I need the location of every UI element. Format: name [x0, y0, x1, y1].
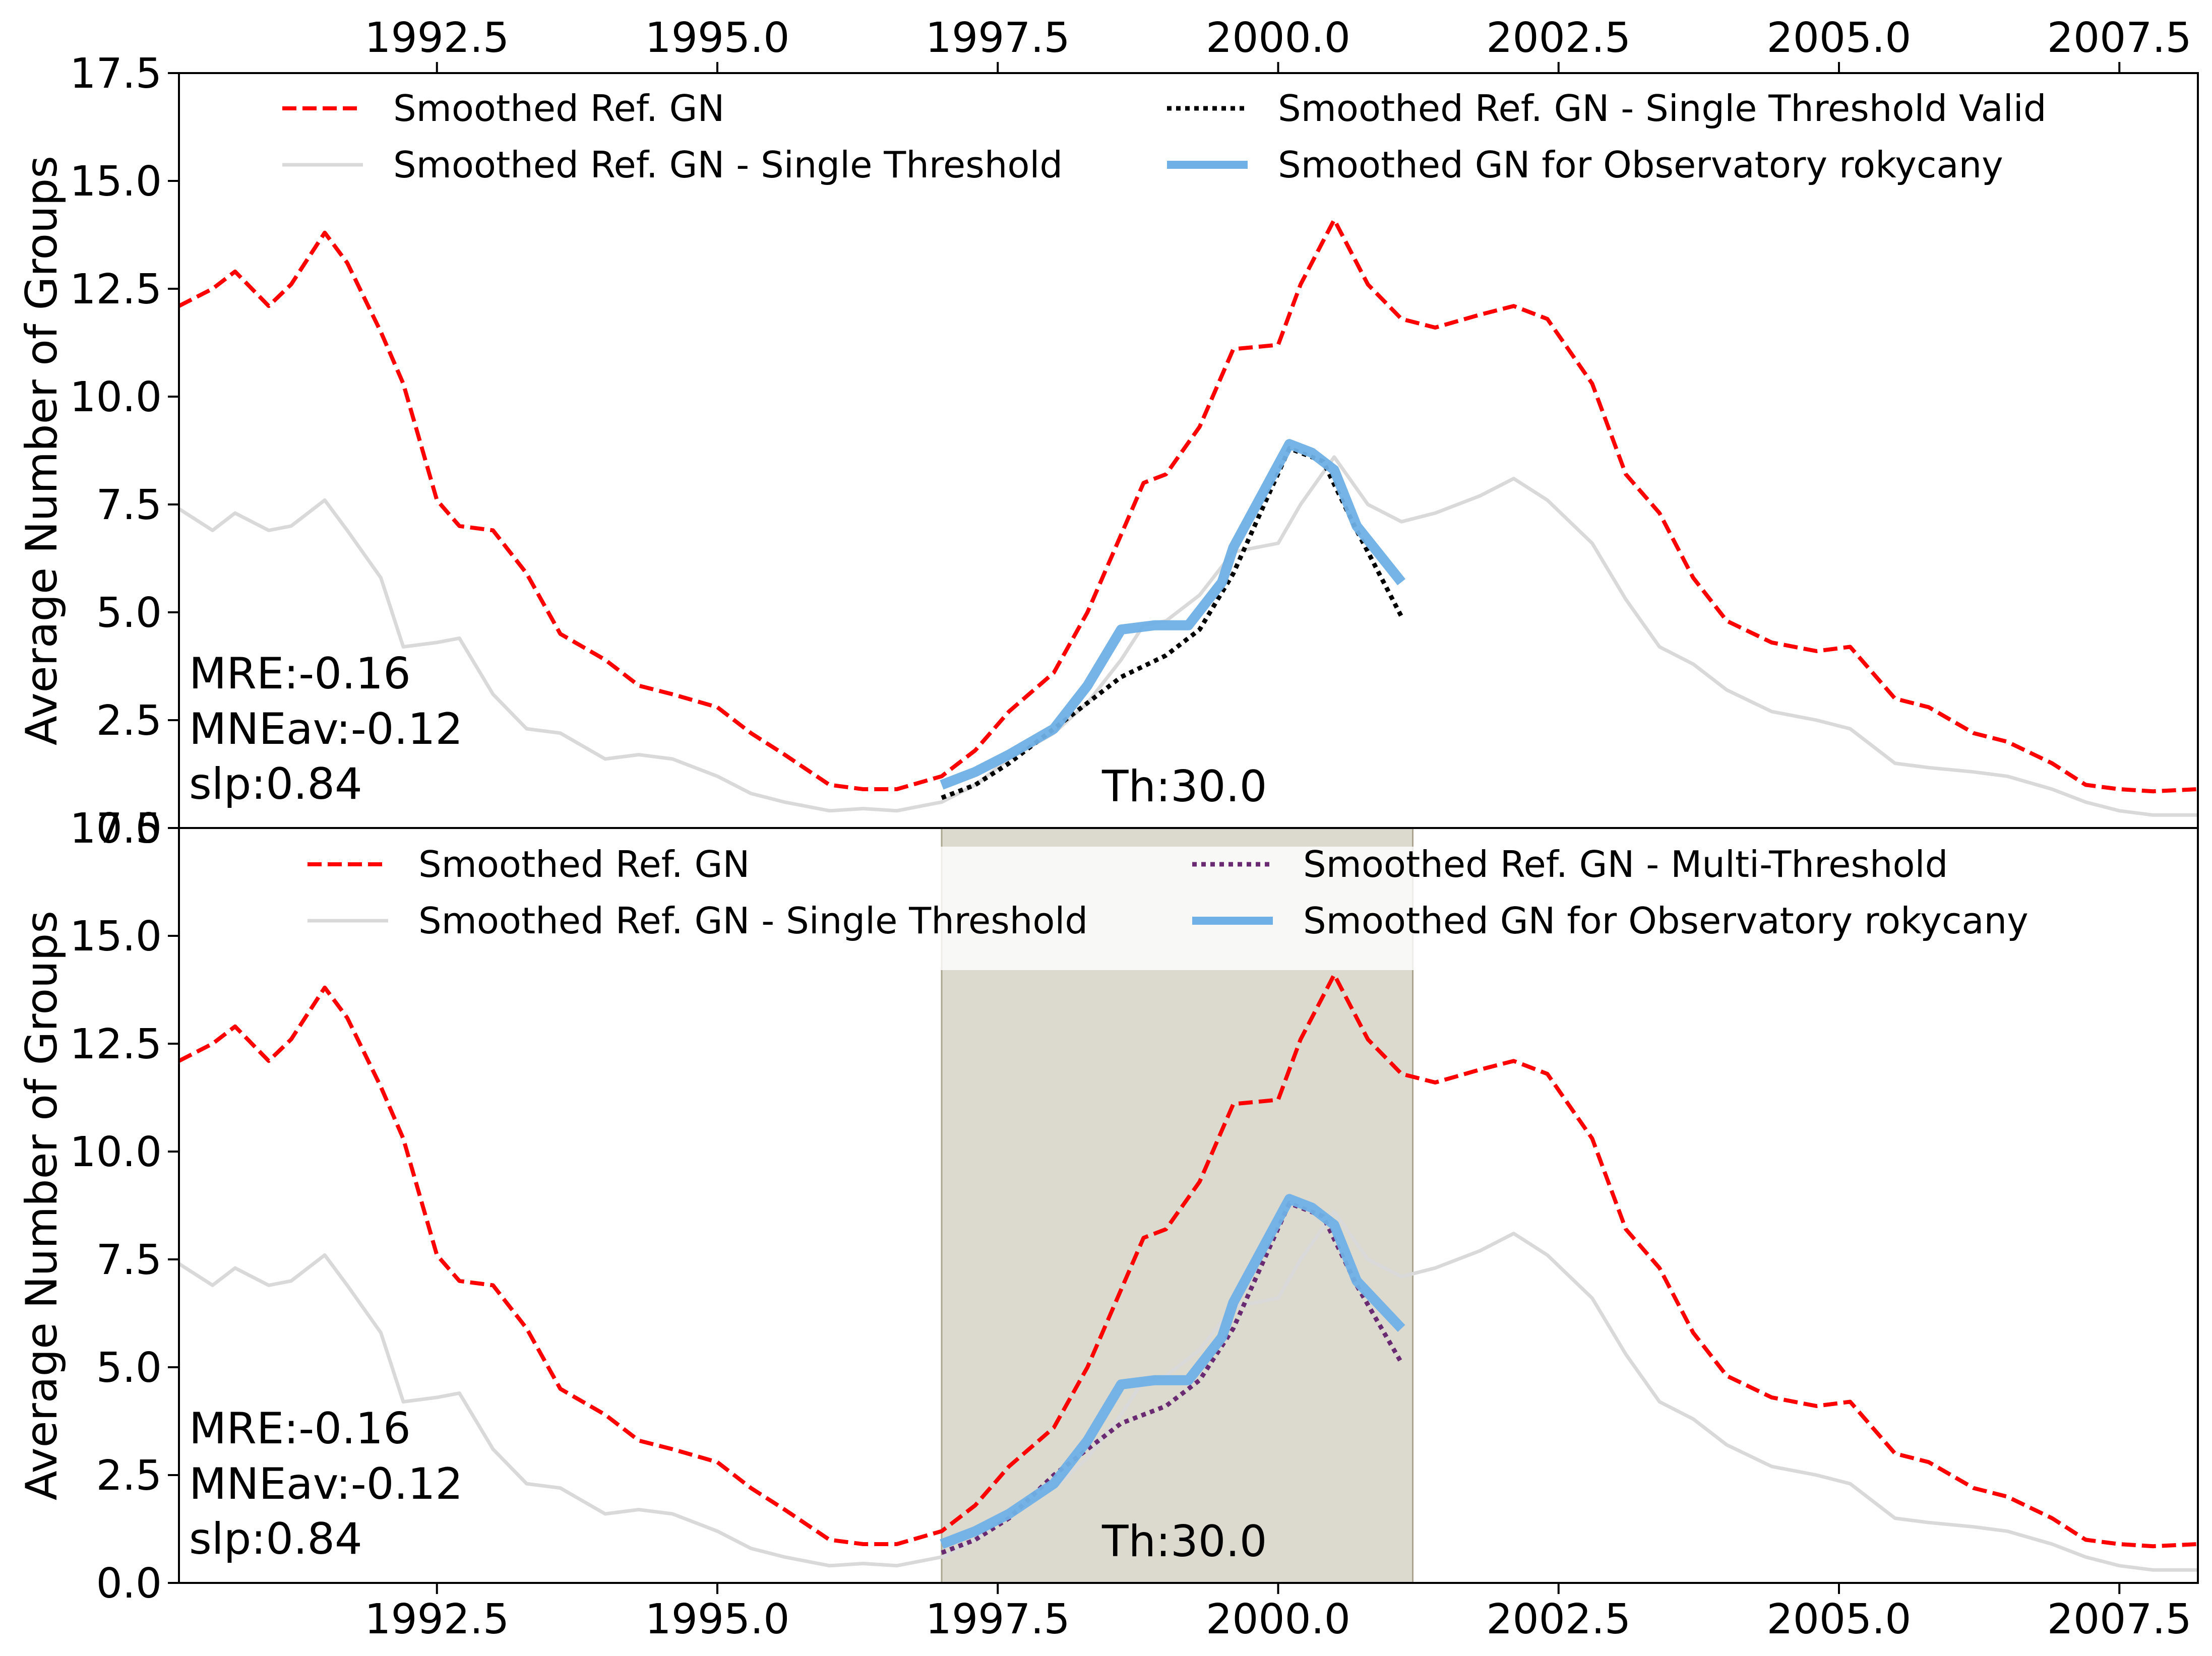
y-tick-label: 2.5: [96, 1452, 162, 1500]
stats-slp: slp:0.84: [189, 759, 362, 809]
tick-layer: 1992.5 1995.0 1997.5 2000.0 2002.5 2005.0 2007…: [70, 14, 2191, 853]
x-tick-label: 1995.0: [645, 1596, 790, 1643]
tick-layer: 1992.5 1995.0 1997.5 2000.0 2002.5 2005.0 2007…: [70, 805, 2191, 1643]
x-tick-label: 1995.0: [645, 14, 790, 62]
y-tick-label: 17.5: [70, 805, 162, 853]
legend: Smoothed Ref. GN Smoothed Ref. GN - Singl…: [282, 87, 2047, 186]
x-tick-label: 2002.5: [1486, 14, 1631, 62]
threshold-label: Th:30.0: [1101, 1516, 1267, 1567]
series-layer: [178, 973, 2198, 1572]
y-tick-label: 12.5: [70, 266, 162, 313]
y-tick-label: 0.0: [96, 805, 162, 853]
plot-area: [179, 73, 2198, 828]
x-tick-label: 1992.5: [364, 1596, 509, 1643]
legend-label: Smoothed Ref. GN: [393, 87, 724, 130]
x-tick-label: 2007.5: [2047, 14, 2192, 62]
x-tick-label: 1992.5: [364, 14, 509, 62]
series-layer: [178, 218, 2198, 817]
y-axis-label: Average Number of Groups: [17, 911, 67, 1500]
y-tick-label: 5.0: [96, 589, 162, 637]
series-line-1: [178, 218, 2198, 794]
y-tick-label: 7.5: [96, 1236, 162, 1284]
y-tick-label: 0.0: [96, 1560, 162, 1608]
bottom-panel: 1992.5 1995.0 1997.5 2000.0 2002.5 2005.0 2007…: [17, 805, 2199, 1643]
series-line-4: [940, 1194, 1405, 1549]
stats-mre: MRE:-0.16: [189, 1404, 411, 1454]
y-tick-label: 7.5: [96, 481, 162, 529]
legend-label: Smoothed Ref. GN - Multi-Threshold: [1303, 843, 1948, 885]
legend-label: Smoothed GN for Observatory rokycany: [1303, 900, 2029, 942]
threshold-label: Th:30.0: [1101, 761, 1267, 812]
legend-label: Smoothed Ref. GN - Single Threshold: [418, 900, 1088, 942]
x-tick-label: 2007.5: [2047, 1596, 2192, 1643]
y-tick-label: 15.0: [70, 158, 162, 206]
legend-label: Smoothed Ref. GN - Single Threshold: [393, 144, 1063, 186]
x-tick-label: 1997.5: [926, 14, 1070, 62]
legend: Smoothed Ref. GN Smoothed Ref. GN - Singl…: [295, 843, 2082, 970]
stats-slp: slp:0.84: [189, 1514, 362, 1564]
y-tick-label: 10.0: [70, 1128, 162, 1176]
y-tick-label: 17.5: [70, 50, 162, 98]
x-tick-label: 1997.5: [926, 1596, 1070, 1643]
y-tick-label: 10.0: [70, 373, 162, 421]
x-tick-label: 2005.0: [1767, 14, 1912, 62]
y-tick-label: 5.0: [96, 1344, 162, 1392]
top-panel: 1992.5 1995.0 1997.5 2000.0 2002.5 2005.0 2007…: [17, 14, 2199, 853]
legend-background: [295, 847, 2082, 970]
legend-label: Smoothed Ref. GN: [418, 843, 750, 885]
legend-label: Smoothed Ref. GN - Single Threshold Vali…: [1278, 87, 2047, 130]
series-line-4: [940, 439, 1406, 790]
y-tick-label: 12.5: [70, 1021, 162, 1068]
legend-label: Smoothed GN for Observatory rokycany: [1278, 144, 2003, 186]
series-line-1: [178, 973, 2198, 1549]
y-tick-label: 15.0: [70, 913, 162, 961]
x-tick-label: 2000.0: [1206, 1596, 1350, 1643]
stats-mre: MRE:-0.16: [189, 649, 411, 699]
x-tick-label: 2002.5: [1486, 1596, 1631, 1643]
y-tick-label: 2.5: [96, 697, 162, 745]
plot-frame: [178, 827, 2199, 1584]
y-axis-label: Average Number of Groups: [17, 156, 67, 745]
x-tick-label: 2000.0: [1206, 14, 1350, 62]
stats-mneav: MNEav:-0.12: [189, 704, 463, 754]
x-tick-label: 2005.0: [1767, 1596, 1912, 1643]
stats-mneav: MNEav:-0.12: [189, 1459, 463, 1509]
